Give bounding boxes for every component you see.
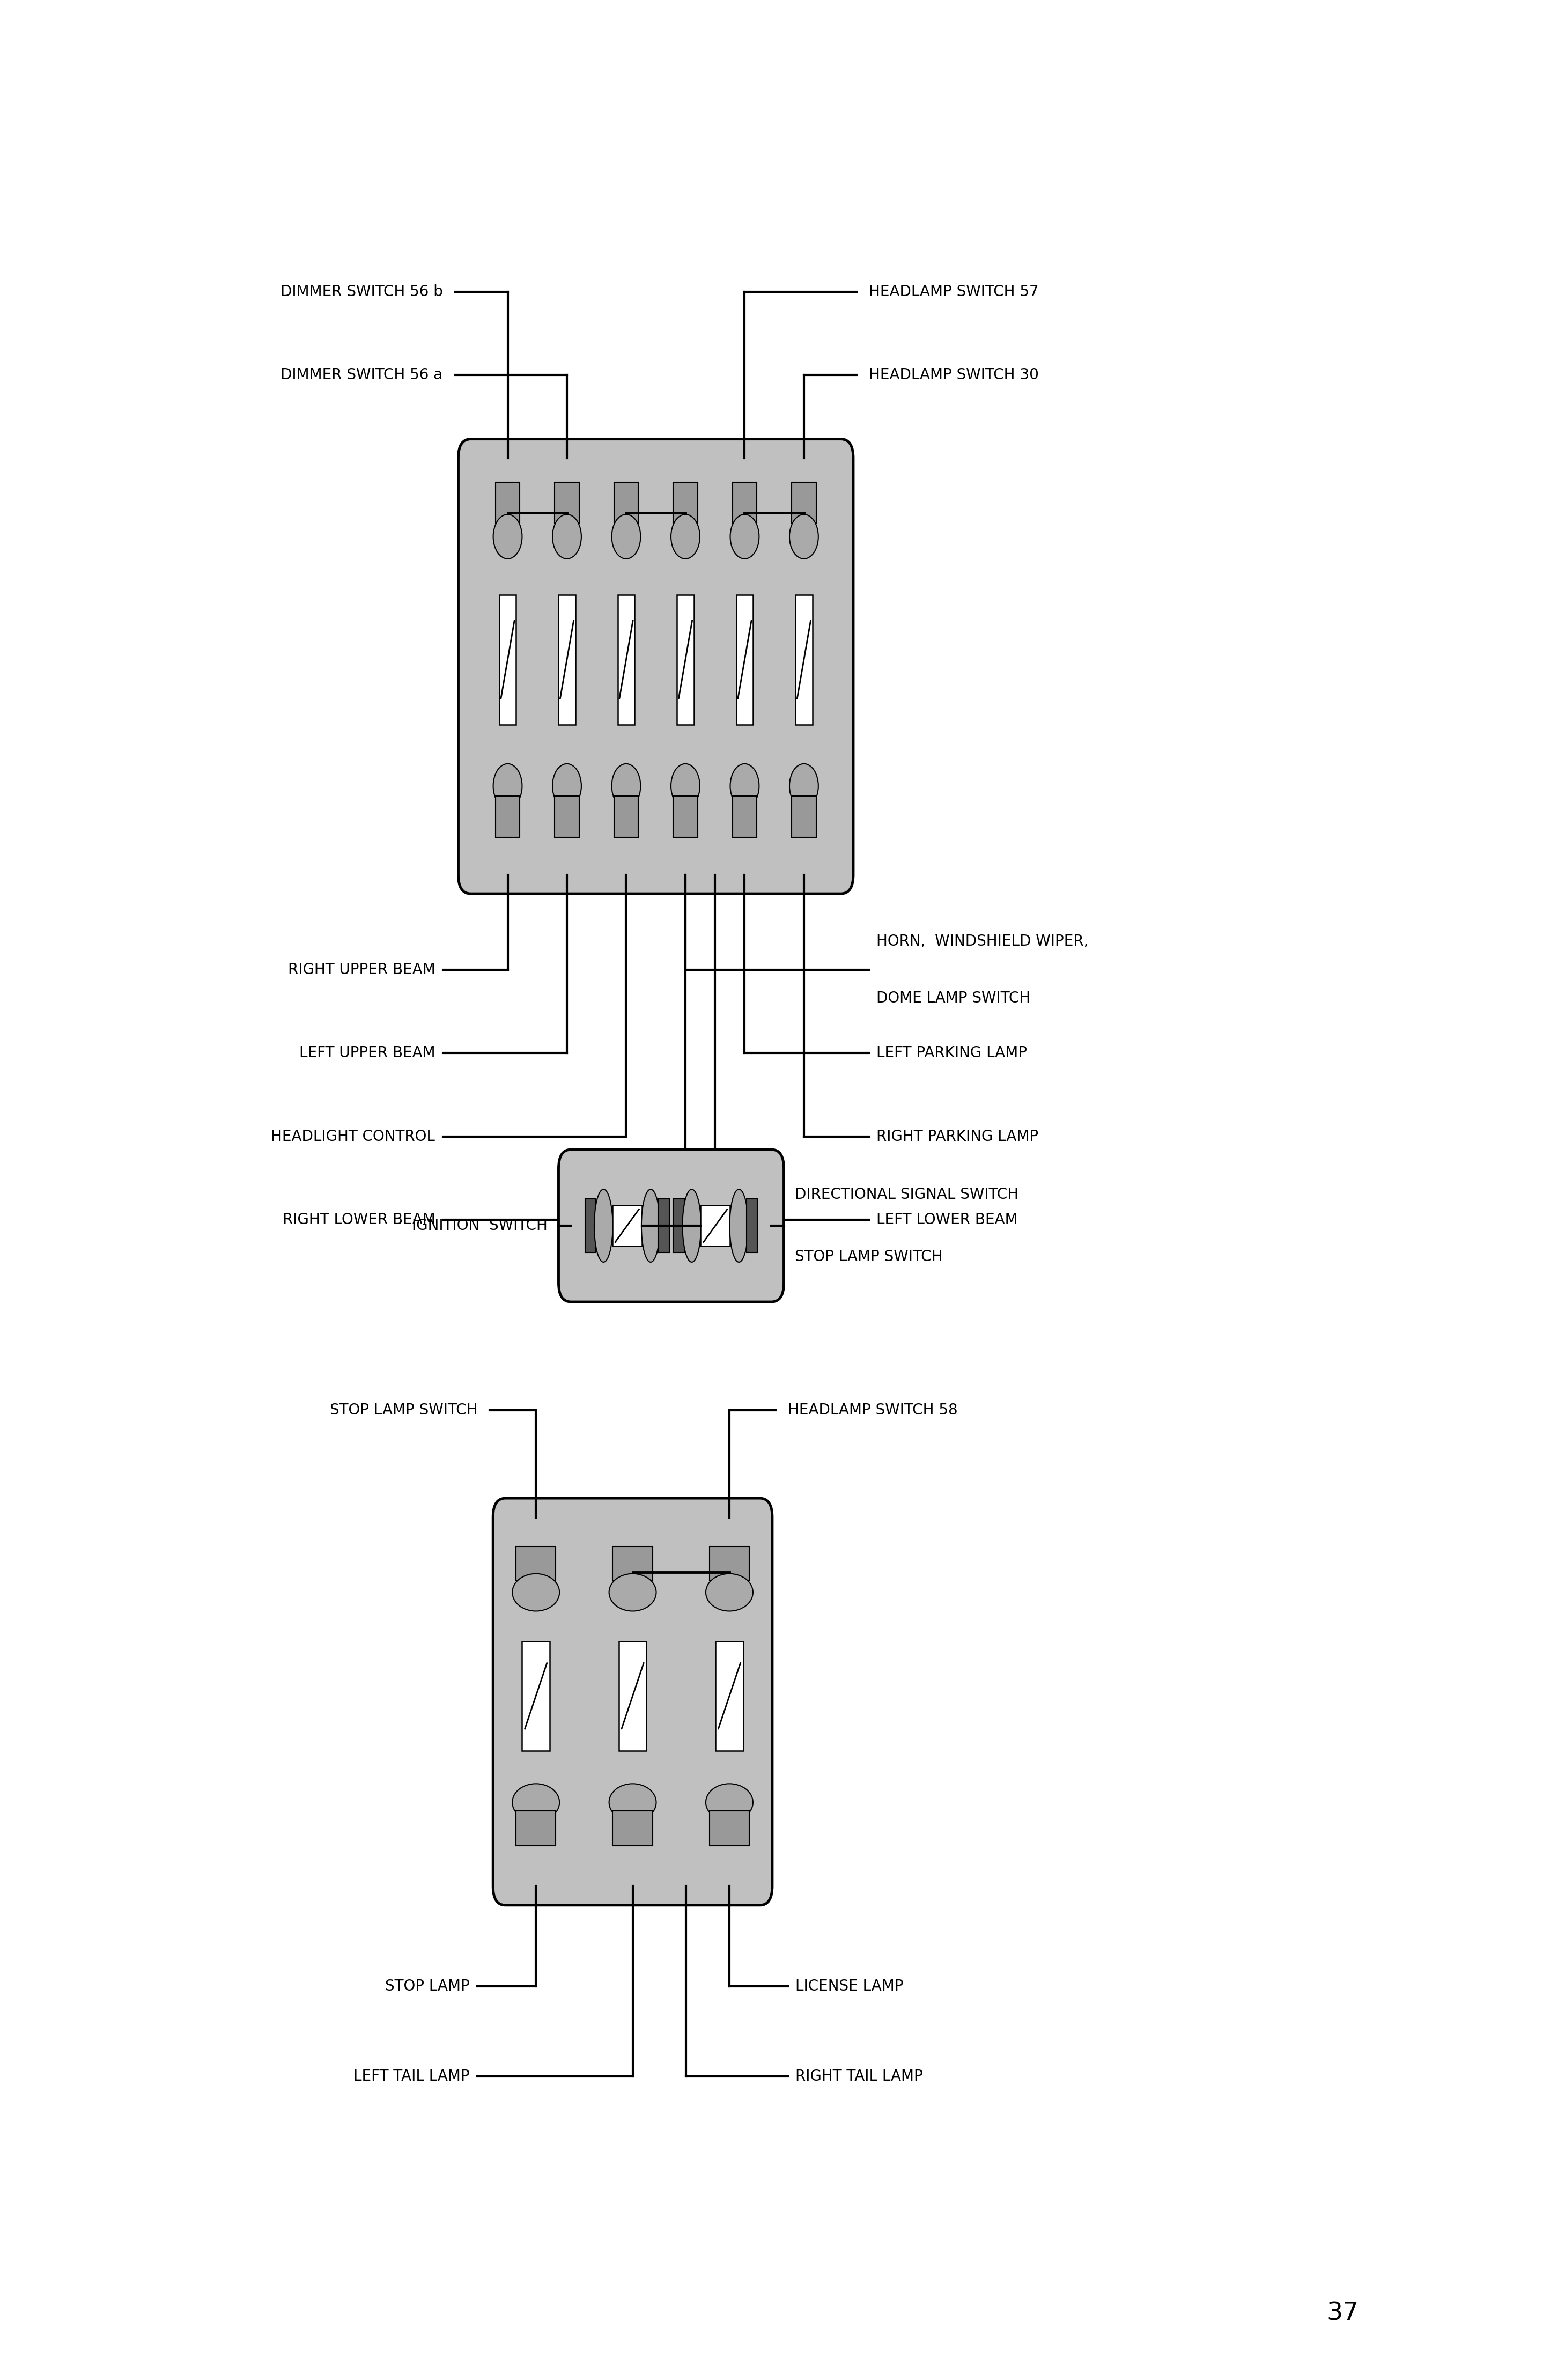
Ellipse shape <box>594 1190 613 1261</box>
Bar <box>613 1811 653 1844</box>
Ellipse shape <box>790 514 818 559</box>
Bar <box>710 1547 750 1580</box>
Bar <box>733 483 758 524</box>
Text: LICENSE LAMP: LICENSE LAMP <box>796 1978 904 1994</box>
Bar <box>614 797 639 838</box>
Text: STOP LAMP SWITCH: STOP LAMP SWITCH <box>330 1402 477 1418</box>
Ellipse shape <box>609 1783 656 1821</box>
Bar <box>716 1642 744 1752</box>
Bar <box>673 797 697 838</box>
Ellipse shape <box>552 514 582 559</box>
Text: HEADLAMP SWITCH 57: HEADLAMP SWITCH 57 <box>869 283 1038 300</box>
Ellipse shape <box>611 514 640 559</box>
Bar <box>613 1204 642 1247</box>
Ellipse shape <box>494 514 522 559</box>
Text: STOP LAMP: STOP LAMP <box>386 1978 469 1994</box>
Bar <box>495 483 520 524</box>
Text: DIRECTIONAL SIGNAL SWITCH: DIRECTIONAL SIGNAL SWITCH <box>795 1188 1018 1202</box>
Text: RIGHT UPPER BEAM: RIGHT UPPER BEAM <box>289 962 435 978</box>
Bar <box>792 797 816 838</box>
Bar <box>617 595 634 724</box>
Ellipse shape <box>609 1573 656 1611</box>
Ellipse shape <box>730 764 759 809</box>
Ellipse shape <box>790 764 818 809</box>
Bar <box>515 1547 555 1580</box>
Text: LEFT TAIL LAMP: LEFT TAIL LAMP <box>353 2068 469 2085</box>
Text: RIGHT LOWER BEAM: RIGHT LOWER BEAM <box>282 1211 435 1228</box>
Text: HORN,  WINDSHIELD WIPER,: HORN, WINDSHIELD WIPER, <box>876 933 1088 950</box>
Text: DIMMER SWITCH 56 b: DIMMER SWITCH 56 b <box>281 283 443 300</box>
Bar <box>554 483 579 524</box>
Bar <box>522 1642 549 1752</box>
Text: RIGHT TAIL LAMP: RIGHT TAIL LAMP <box>796 2068 923 2085</box>
Text: HEADLAMP SWITCH 30: HEADLAMP SWITCH 30 <box>869 367 1038 383</box>
Ellipse shape <box>552 764 582 809</box>
Bar <box>559 595 576 724</box>
Text: DIMMER SWITCH 56 a: DIMMER SWITCH 56 a <box>281 367 443 383</box>
Bar <box>677 595 694 724</box>
Bar <box>554 797 579 838</box>
Ellipse shape <box>705 1573 753 1611</box>
Bar <box>614 483 639 524</box>
Text: HEADLIGHT CONTROL: HEADLIGHT CONTROL <box>272 1128 435 1145</box>
Bar <box>673 1200 684 1252</box>
Ellipse shape <box>682 1190 701 1261</box>
Ellipse shape <box>512 1783 560 1821</box>
Bar <box>796 595 812 724</box>
FancyBboxPatch shape <box>458 438 853 895</box>
Bar <box>613 1547 653 1580</box>
Bar <box>792 483 816 524</box>
Ellipse shape <box>494 764 522 809</box>
Ellipse shape <box>512 1573 560 1611</box>
Ellipse shape <box>705 1783 753 1821</box>
Bar <box>619 1642 647 1752</box>
Ellipse shape <box>730 514 759 559</box>
FancyBboxPatch shape <box>492 1499 772 1904</box>
Ellipse shape <box>671 514 701 559</box>
Bar <box>710 1811 750 1844</box>
Text: IGNITION  SWITCH: IGNITION SWITCH <box>412 1219 548 1233</box>
Bar <box>736 595 753 724</box>
Bar <box>747 1200 758 1252</box>
Text: LEFT UPPER BEAM: LEFT UPPER BEAM <box>299 1045 435 1061</box>
Text: HEADLAMP SWITCH 58: HEADLAMP SWITCH 58 <box>787 1402 958 1418</box>
Ellipse shape <box>671 764 701 809</box>
Text: DOME LAMP SWITCH: DOME LAMP SWITCH <box>876 990 1031 1007</box>
Bar <box>500 595 515 724</box>
Text: 37: 37 <box>1327 2301 1358 2325</box>
Bar <box>733 797 758 838</box>
Text: STOP LAMP SWITCH: STOP LAMP SWITCH <box>795 1250 943 1264</box>
Bar <box>515 1811 555 1844</box>
Bar <box>673 483 697 524</box>
Text: LEFT PARKING LAMP: LEFT PARKING LAMP <box>876 1045 1028 1061</box>
Bar <box>701 1204 730 1247</box>
Bar <box>659 1200 670 1252</box>
Ellipse shape <box>611 764 640 809</box>
Text: RIGHT PARKING LAMP: RIGHT PARKING LAMP <box>876 1128 1038 1145</box>
Bar <box>585 1200 596 1252</box>
Bar <box>495 797 520 838</box>
FancyBboxPatch shape <box>559 1150 784 1302</box>
Ellipse shape <box>642 1190 660 1261</box>
Text: LEFT LOWER BEAM: LEFT LOWER BEAM <box>876 1211 1018 1228</box>
Ellipse shape <box>730 1190 748 1261</box>
